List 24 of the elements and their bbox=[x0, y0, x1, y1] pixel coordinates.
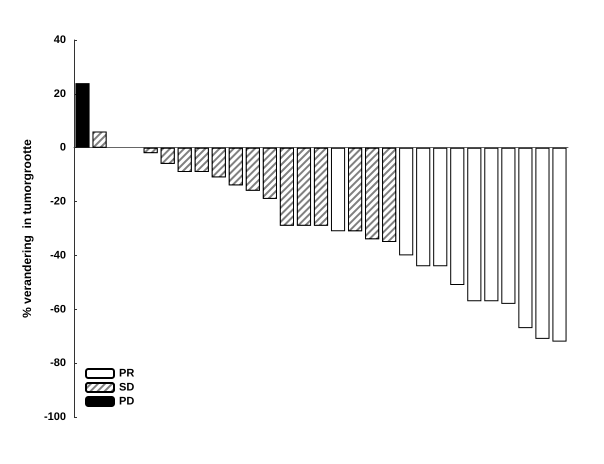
bar bbox=[416, 148, 430, 266]
y-tick-label: 20 bbox=[54, 88, 66, 100]
legend-label: PR bbox=[119, 368, 134, 380]
y-tick-label: 40 bbox=[54, 34, 66, 46]
bar bbox=[552, 148, 567, 342]
bar bbox=[75, 83, 90, 148]
bar bbox=[450, 148, 464, 286]
bar bbox=[433, 148, 448, 266]
bar bbox=[501, 148, 516, 304]
y-axis-title: % verandering in tumorgrootte bbox=[20, 138, 34, 318]
y-tick-label: -80 bbox=[50, 357, 66, 370]
bar bbox=[467, 148, 482, 302]
y-tick-label: 0 bbox=[60, 142, 66, 154]
bar bbox=[399, 148, 414, 256]
y-tick-label: -100 bbox=[44, 411, 66, 423]
legend-label: SD bbox=[119, 382, 134, 394]
bar bbox=[484, 148, 498, 302]
bar bbox=[518, 148, 532, 328]
y-tick-label: -40 bbox=[50, 249, 66, 262]
legend-label: PD bbox=[119, 396, 134, 408]
y-tick-label: -60 bbox=[50, 303, 66, 316]
bar bbox=[535, 148, 550, 339]
bar bbox=[330, 148, 346, 232]
y-tick-label: -20 bbox=[50, 196, 66, 208]
